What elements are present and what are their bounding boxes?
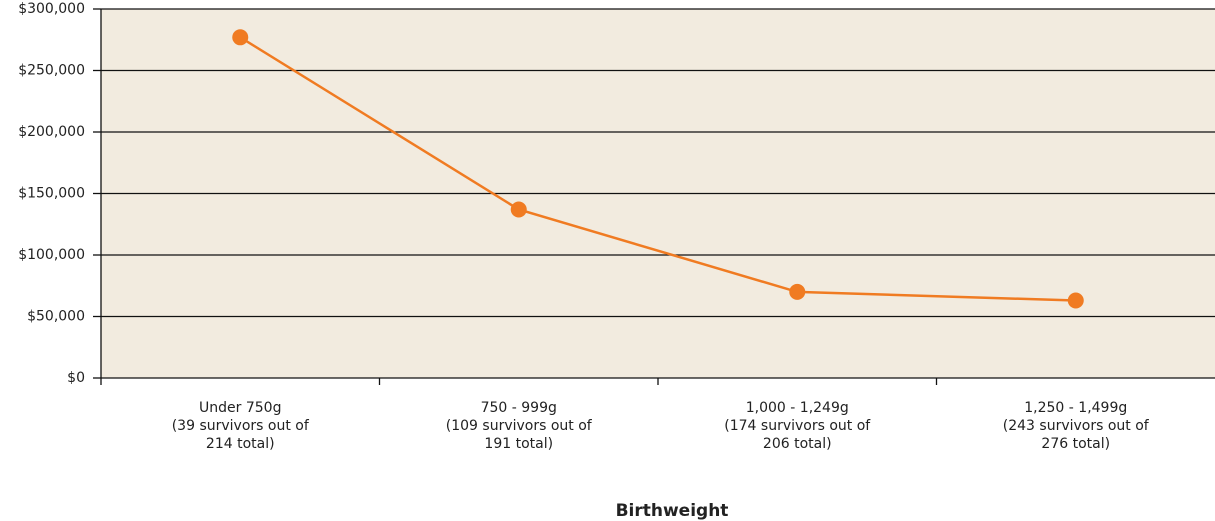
x-tick-label: 750 - 999g <box>481 400 557 416</box>
x-tick-label: 276 total) <box>1041 436 1110 452</box>
y-tick-label: $50,000 <box>27 309 85 325</box>
x-tick-label: 214 total) <box>206 436 275 452</box>
y-tick-label: $200,000 <box>18 124 85 140</box>
y-tick-label: $0 <box>67 370 85 386</box>
point <box>1067 292 1084 309</box>
x-tick-label: 191 total) <box>484 436 553 452</box>
x-tick-label: (39 survivors out of <box>172 418 310 434</box>
x-tick-label: (243 survivors out of <box>1003 418 1150 434</box>
x-tick-label: (109 survivors out of <box>446 418 593 434</box>
x-tick-label: 1,000 - 1,249g <box>746 400 849 416</box>
x-tick-label: (174 survivors out of <box>724 418 871 434</box>
x-tick-label: 1,250 - 1,499g <box>1024 400 1127 416</box>
point <box>510 201 527 218</box>
point <box>789 283 806 300</box>
x-axis-title: Birthweight <box>616 501 729 521</box>
line <box>239 36 1076 302</box>
y-tick-label: $100,000 <box>18 247 85 263</box>
x-tick-label: Under 750g <box>199 400 281 416</box>
point <box>232 29 249 46</box>
y-tick-label: $150,000 <box>18 186 85 202</box>
y-tick-label: $250,000 <box>18 63 85 79</box>
y-tick-label: $300,000 <box>18 1 85 17</box>
x-tick-label: 206 total) <box>763 436 832 452</box>
